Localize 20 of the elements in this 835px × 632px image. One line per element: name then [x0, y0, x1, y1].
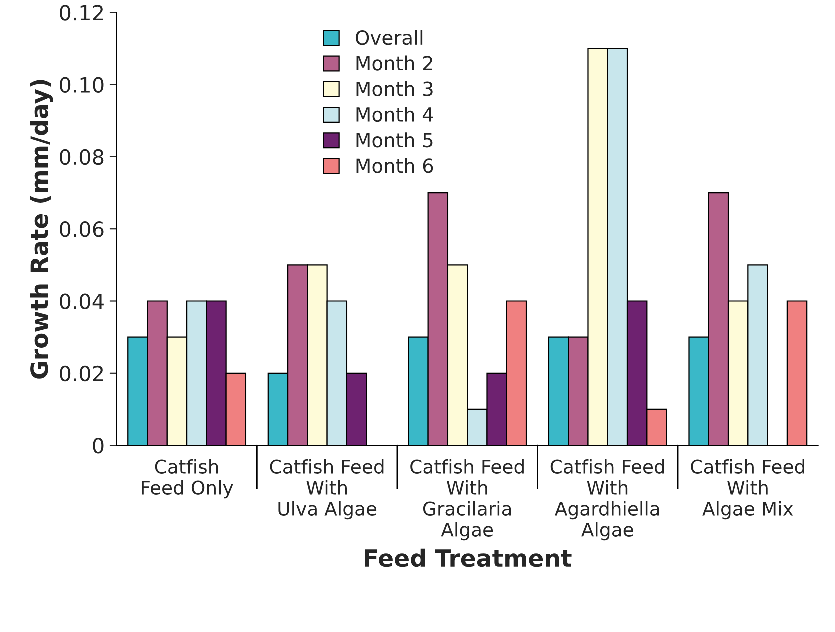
x-tick-label: Catfish Feed With Agardhiella Algae: [550, 459, 664, 541]
y-tick-label: 0.02: [60, 366, 104, 382]
y-tick-label: 0.12: [60, 5, 104, 21]
y-axis-title: Growth Rate (mm/day): [30, 80, 54, 379]
legend-label: Month 6: [356, 158, 434, 174]
y-tick-label: 0.04: [60, 294, 104, 310]
y-tick-label: 0.08: [60, 149, 104, 166]
y-tick-label: 0.06: [60, 222, 104, 238]
x-axis-title: Feed Treatment: [365, 548, 572, 568]
x-tick-label: Catfish Feed Only: [142, 459, 234, 499]
legend-label: Month 4: [356, 107, 434, 122]
legend-label: Overall: [356, 30, 423, 46]
legend-label: Month 2: [356, 56, 432, 71]
x-tick-label: Catfish Feed With Algae Mix: [691, 459, 804, 520]
legend-label: Month 3: [356, 81, 433, 96]
x-tick-label: Catfish Feed With Ulva Algae: [270, 459, 384, 520]
y-tick-label: 0.10: [60, 77, 104, 94]
x-tick-label: Catfish Feed With Gracilaria Algae: [410, 459, 524, 541]
y-tick-label: 0: [93, 438, 104, 454]
legend-label: Month 5: [356, 132, 433, 148]
